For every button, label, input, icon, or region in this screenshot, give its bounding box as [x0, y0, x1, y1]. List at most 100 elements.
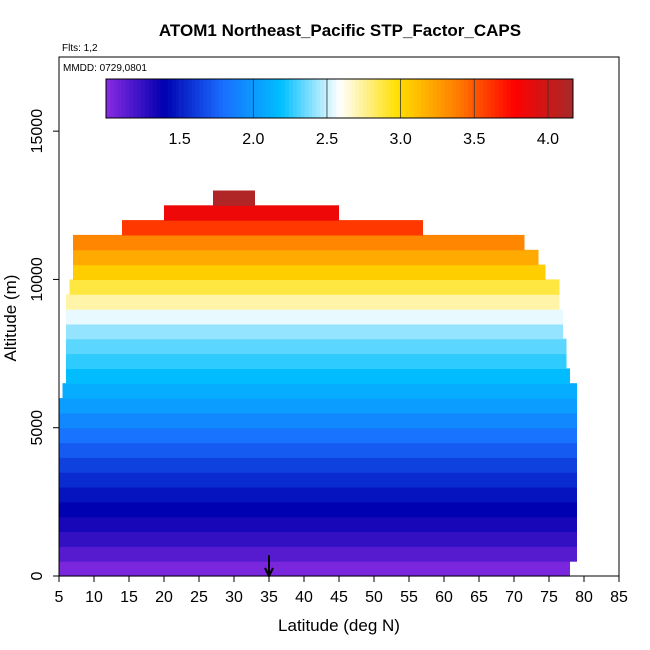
x-tick-label-12: 65: [470, 589, 488, 606]
colorbar-tick-label-2: 2.5: [316, 131, 338, 148]
colorbar-cell-73: [390, 79, 395, 118]
colorbar-cell-105: [514, 79, 520, 118]
colorbar-cell-75: [397, 79, 403, 118]
data-band-22: [73, 234, 525, 251]
data-band-16: [66, 323, 563, 340]
colorbar-cell-107: [522, 79, 527, 118]
colorbar-cell-79: [413, 79, 418, 118]
x-tick-label-11: 60: [435, 589, 453, 606]
colorbar-cell-7: [133, 79, 138, 118]
colorbar-cell-59: [335, 79, 340, 118]
dates-note: MMDD: 0729,0801: [63, 63, 147, 74]
colorbar-cell-116: [557, 79, 562, 118]
flights-note: Flts: 1,2: [62, 43, 98, 54]
y-axis-label: Altitude (m): [1, 275, 20, 362]
colorbar-cell-29: [218, 79, 224, 118]
colorbar-cell-6: [129, 79, 134, 118]
colorbar-cell-119: [569, 79, 574, 118]
chart-title: ATOM1 Northeast_Pacific STP_Factor_CAPS: [159, 21, 521, 40]
colorbar-cell-61: [343, 79, 348, 118]
colorbar-cell-108: [526, 79, 531, 118]
colorbar-cell-28: [214, 79, 220, 118]
colorbar-cell-45: [281, 79, 286, 118]
data-band-20: [73, 264, 546, 280]
colorbar-cell-100: [495, 79, 500, 118]
colorbar-cell-40: [261, 79, 267, 118]
colorbar-cell-30: [222, 79, 228, 118]
data-band-23: [122, 220, 423, 236]
colorbar-cell-26: [207, 79, 212, 118]
data-band-11: [59, 398, 577, 414]
colorbar-cell-87: [444, 79, 449, 118]
colorbar-cell-24: [199, 79, 204, 118]
colorbar-cell-66: [362, 79, 368, 118]
data-band-8: [59, 442, 577, 458]
colorbar-cell-27: [211, 79, 216, 118]
colorbar-tick-label-0: 1.5: [169, 131, 191, 148]
colorbar-cell-21: [187, 79, 193, 118]
colorbar-cell-35: [242, 79, 247, 118]
data-band-9: [59, 427, 577, 444]
colorbar-cell-114: [549, 79, 555, 118]
y-tick-label-0: 0: [29, 571, 46, 580]
colorbar-cell-2: [113, 79, 119, 118]
data-band-3: [59, 516, 577, 533]
colorbar-cell-16: [168, 79, 173, 118]
x-tick-label-14: 75: [540, 589, 558, 606]
x-tick-label-9: 50: [365, 589, 383, 606]
colorbar-cell-13: [156, 79, 161, 118]
x-tick-label-7: 40: [295, 589, 313, 606]
colorbar-cell-95: [475, 79, 481, 118]
colorbar-cell-0: [106, 79, 111, 118]
colorbar-cell-97: [483, 79, 488, 118]
data-band-18: [66, 294, 560, 310]
colorbar-cell-117: [561, 79, 566, 118]
colorbar-cell-33: [234, 79, 239, 118]
x-tick-label-8: 45: [330, 589, 348, 606]
colorbar-cell-96: [479, 79, 484, 118]
colorbar-cell-48: [292, 79, 298, 118]
x-tick-label-2: 15: [120, 589, 138, 606]
colorbar-cell-72: [386, 79, 391, 118]
colorbar-cell-103: [506, 79, 512, 118]
colorbar-cell-71: [382, 79, 387, 118]
data-band-12: [62, 383, 577, 399]
colorbar-cell-85: [436, 79, 442, 118]
x-tick-label-0: 5: [55, 589, 64, 606]
colorbar-cell-17: [172, 79, 177, 118]
colorbar-cell-38: [253, 79, 259, 118]
colorbar-cell-9: [141, 79, 146, 118]
data-band-7: [59, 457, 577, 473]
colorbar-cell-4: [121, 79, 126, 118]
colorbar-cell-19: [179, 79, 185, 118]
data-band-17: [66, 309, 563, 325]
colorbar-cell-109: [530, 79, 535, 118]
colorbar-cell-14: [160, 79, 165, 118]
data-band-13: [66, 368, 570, 384]
data-band-2: [59, 531, 577, 547]
data-band-19: [69, 279, 560, 295]
axes: 5 10 15 20 25 30 35 40 45 50 55 60 65 70 75 80 85 0 5000 10…: [29, 56, 628, 606]
colorbar-tick-label-3: 3.0: [390, 131, 412, 148]
colorbar-cell-37: [249, 79, 255, 118]
x-tick-label-4: 25: [190, 589, 208, 606]
colorbar-cell-57: [327, 79, 333, 118]
colorbar-cell-112: [541, 79, 547, 118]
colorbar-cell-44: [277, 79, 282, 118]
colorbar-cell-106: [518, 79, 523, 118]
colorbar-cell-104: [510, 79, 516, 118]
x-tick-label-6: 35: [260, 589, 278, 606]
colorbar-cell-82: [425, 79, 430, 118]
colorbar-cell-62: [347, 79, 352, 118]
colorbar-cell-43: [273, 79, 278, 118]
y-tick-label-2: 10000: [29, 257, 46, 302]
data-band-14: [66, 353, 567, 369]
colorbar-cell-111: [537, 79, 543, 118]
colorbar-tick-label-5: 4.0: [537, 131, 559, 148]
colorbar-cell-50: [300, 79, 305, 118]
colorbar-cell-10: [144, 79, 150, 118]
colorbar-tick-label-1: 2.0: [242, 131, 264, 148]
colorbar-cell-55: [320, 79, 325, 118]
x-axis-label: Latitude (deg N): [278, 616, 400, 635]
